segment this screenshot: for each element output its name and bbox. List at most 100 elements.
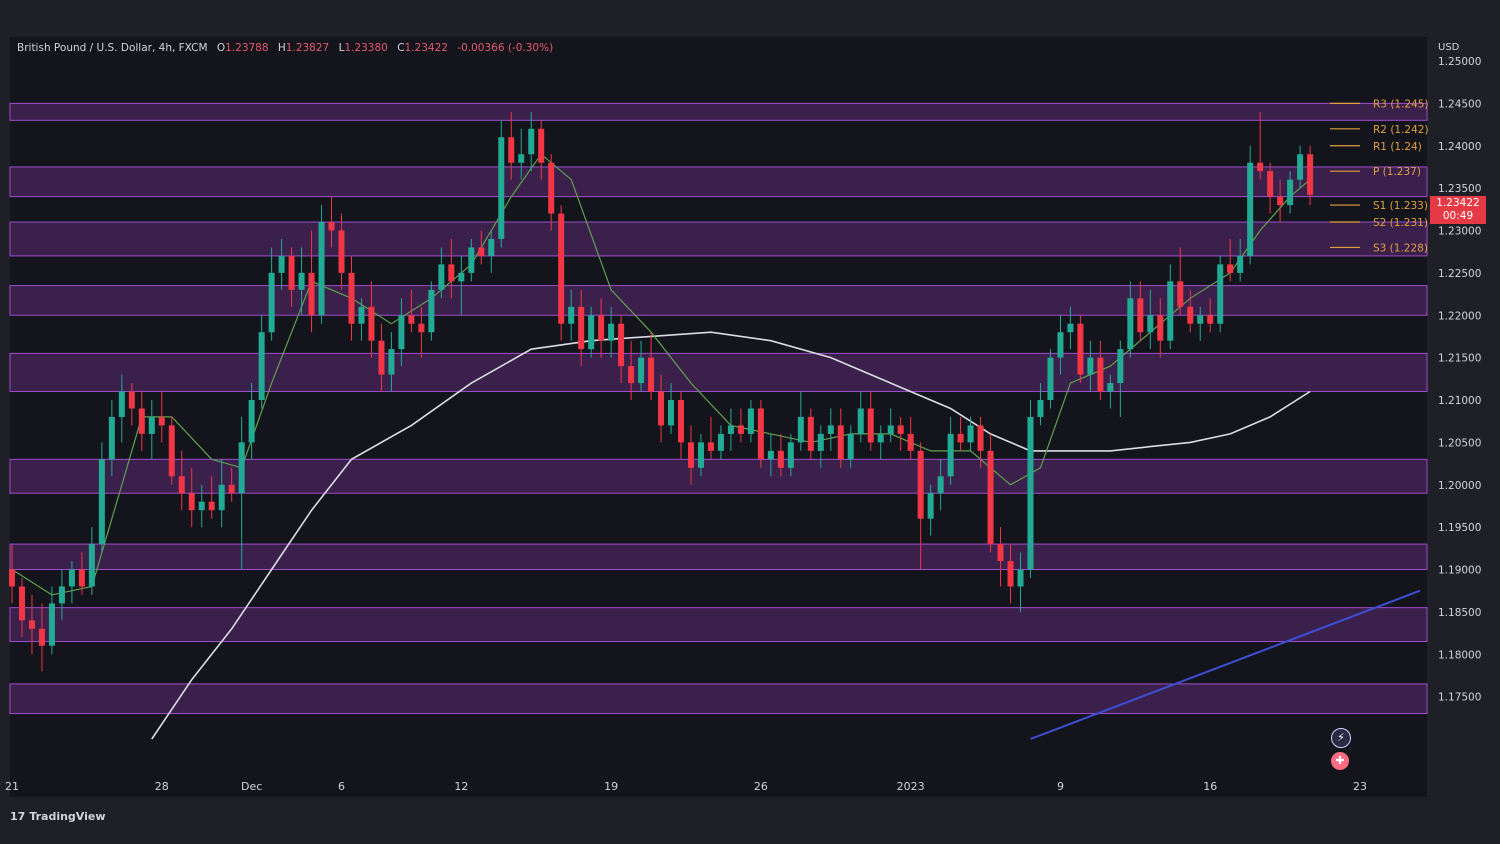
candle-body-65 — [658, 391, 665, 426]
brand-name: TradingView — [29, 810, 106, 823]
y-tick-11: 1.19500 — [1438, 522, 1481, 534]
y-tick-8: 1.21000 — [1438, 395, 1481, 407]
candle-body-91 — [917, 450, 924, 519]
y-tick-12: 1.19000 — [1438, 565, 1481, 577]
lightning-icon[interactable]: ⚡ — [1331, 728, 1351, 748]
candle-body-11 — [118, 391, 125, 417]
y-tick-13: 1.18500 — [1438, 607, 1481, 619]
bar-countdown: 00:49 — [1442, 210, 1474, 222]
candle-body-17 — [178, 476, 185, 494]
candle-body-96 — [967, 425, 974, 443]
candle-body-114 — [1147, 315, 1154, 333]
candle-body-9 — [98, 459, 105, 545]
candle-body-41 — [418, 323, 425, 333]
y-axis: 1.25000 1.24500 1.24000 1.23500 1.23000 1.225… — [1438, 56, 1481, 704]
sr-zone-2 — [9, 221, 1428, 257]
candle-body-13 — [138, 408, 145, 434]
x-tick-10: 23 — [1353, 780, 1367, 793]
last-price: 1.23422 — [1436, 197, 1480, 209]
y-tick-9: 1.20500 — [1438, 437, 1481, 449]
candle-body-26 — [268, 272, 275, 333]
candle-body-102 — [1027, 416, 1034, 570]
candle-body-19 — [198, 501, 205, 511]
candle-body-6 — [68, 569, 75, 587]
candle-body-10 — [108, 416, 115, 460]
candle-body-59 — [598, 315, 605, 341]
tradingview-logo[interactable]: 17 TradingView — [10, 810, 106, 823]
pivot-label-1: R2 (1.242) — [1373, 124, 1429, 136]
candle-body-44 — [448, 264, 455, 282]
candle-body-77 — [777, 450, 784, 468]
candle-body-5 — [58, 586, 65, 604]
candle-body-103 — [1037, 400, 1044, 417]
ema-slow-line — [151, 331, 1311, 740]
candle-body-35 — [358, 306, 365, 324]
candle-body-129 — [1297, 154, 1304, 180]
close-value: 1.23422 — [404, 42, 448, 54]
candle-body-50 — [508, 137, 515, 163]
candle-body-43 — [438, 264, 445, 290]
candle-body-73 — [737, 425, 744, 434]
low-label: L — [338, 42, 345, 54]
candle-body-7 — [78, 569, 85, 587]
candle-body-16 — [168, 425, 175, 477]
candle-body-42 — [428, 289, 435, 333]
trendline-layer — [1030, 589, 1421, 740]
plot-background — [10, 37, 1427, 797]
y-tick-15: 1.17500 — [1438, 692, 1481, 704]
x-tick-7: 2023 — [897, 780, 925, 793]
pivots-layer: R3 (1.245) R2 (1.242) R1 (1.24) P (1.237) S1… — [1330, 98, 1429, 254]
symbol-header: British Pound / U.S. Dollar, 4h, FXCM O1… — [17, 42, 553, 54]
candle-body-78 — [787, 442, 794, 468]
candle-body-97 — [977, 425, 984, 451]
y-tick-3: 1.23500 — [1438, 183, 1481, 195]
pivot-label-4: S1 (1.233) — [1373, 200, 1428, 212]
candle-body-3 — [38, 628, 45, 646]
pivot-label-3: P (1.237) — [1373, 166, 1421, 178]
candle-body-70 — [707, 442, 714, 451]
candle-body-125 — [1257, 162, 1264, 172]
candle-body-105 — [1057, 332, 1064, 358]
candles-layer — [9, 111, 1314, 672]
x-tick-2: Dec — [241, 780, 262, 793]
x-tick-5: 19 — [604, 780, 618, 793]
candle-body-0 — [9, 569, 15, 587]
y-tick-10: 1.20000 — [1438, 480, 1481, 492]
candle-body-90 — [907, 433, 914, 451]
candle-body-20 — [208, 501, 215, 511]
candle-body-1 — [18, 586, 25, 621]
sr-zone-7 — [9, 607, 1428, 643]
candle-body-81 — [817, 433, 824, 451]
candle-body-86 — [867, 408, 874, 443]
open-label: O — [216, 42, 226, 54]
candle-body-120 — [1207, 315, 1214, 324]
candle-body-117 — [1177, 281, 1184, 307]
candle-body-87 — [877, 433, 884, 443]
candle-body-76 — [767, 450, 774, 460]
candle-body-107 — [1077, 323, 1084, 375]
candle-body-95 — [957, 433, 964, 443]
candle-body-45 — [458, 272, 465, 282]
candle-body-27 — [278, 255, 285, 273]
y-tick-5: 1.22500 — [1438, 268, 1481, 280]
candle-body-48 — [488, 238, 495, 256]
candle-body-39 — [398, 315, 405, 350]
candle-body-36 — [368, 306, 375, 341]
candle-body-126 — [1267, 171, 1274, 197]
candle-body-51 — [518, 154, 525, 163]
candle-body-108 — [1087, 357, 1094, 375]
candle-body-57 — [578, 306, 585, 350]
candle-body-94 — [947, 433, 954, 477]
y-tick-0: 1.25000 — [1438, 56, 1481, 68]
candle-body-124 — [1247, 162, 1254, 256]
candle-body-29 — [298, 272, 305, 290]
candle-body-37 — [378, 340, 385, 375]
candle-body-47 — [478, 247, 485, 256]
candle-body-130 — [1307, 154, 1314, 195]
sr-zone-5 — [9, 458, 1428, 494]
sr-zone-8 — [9, 683, 1428, 715]
uk-flag-icon[interactable]: ✚ — [1331, 752, 1349, 770]
candle-body-75 — [757, 408, 764, 460]
